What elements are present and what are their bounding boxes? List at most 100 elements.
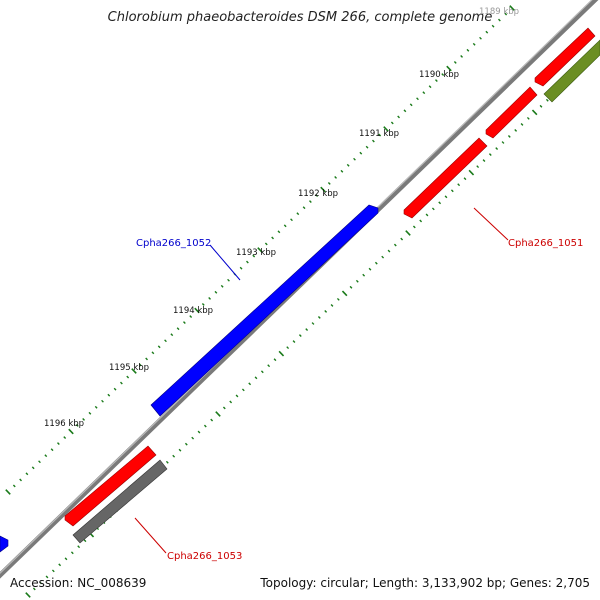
minor-tick [488,153,492,156]
minor-tick [107,393,111,397]
minor-tick [438,201,442,205]
minor-tick [419,219,423,223]
major-tick [383,126,389,132]
minor-tick [371,139,375,143]
gene-cpha266-1051[interactable] [403,137,488,219]
minor-tick [191,436,195,440]
major-tick [25,592,31,598]
minor-tick [126,375,130,379]
accession-text: Accession: NC_008639 [10,576,147,590]
gene-label-cpha266-1052[interactable]: Cpha266_1052 [136,238,211,249]
minor-tick [45,575,49,579]
minor-tick [184,442,188,446]
minor-tick [479,36,482,40]
minor-tick [334,175,338,179]
minor-tick [82,417,86,421]
minor-tick [31,466,35,470]
leader-line-1053 [134,517,167,554]
minor-tick [390,121,394,125]
minor-tick [431,207,435,211]
minor-tick [327,182,331,185]
minor-tick [70,551,74,555]
minor-tick [422,91,426,95]
major-tick [446,65,452,72]
minor-tick [64,557,68,561]
minor-tick [336,297,340,301]
genome-backbone [0,0,599,579]
minor-tick [267,364,271,368]
major-tick [5,489,11,495]
scale-label-1192: 1192 kbp [298,189,338,199]
minor-tick [56,442,60,446]
minor-tick [539,104,543,108]
minor-tick [189,315,193,318]
minor-tick [176,327,180,331]
minor-tick [324,310,328,313]
minor-tick [210,418,214,422]
minor-tick [495,147,499,150]
minor-tick [248,382,252,386]
minor-tick [476,165,480,169]
minor-tick [349,285,353,289]
minor-tick [220,284,224,288]
gene-cpha266-1053[interactable] [72,459,168,544]
minor-tick [472,42,476,46]
minor-tick [504,12,508,16]
minor-tick [50,448,54,452]
minor-tick [38,460,41,464]
minor-tick [526,116,530,120]
minor-tick [101,399,104,403]
minor-tick [164,339,167,343]
gene-blue-edge[interactable] [0,535,9,553]
minor-tick [482,159,486,163]
minor-tick [485,30,489,34]
minor-tick [222,406,226,410]
minor-tick [260,370,264,374]
minor-tick [466,48,470,52]
minor-tick [308,200,312,204]
major-tick [531,109,538,116]
major-tick [341,290,348,297]
genome-summary-text: Topology: circular; Length: 3,133,902 bp… [260,576,590,590]
gene-cpha266-1052[interactable] [150,204,379,417]
minor-tick [75,424,79,427]
scale-label-1193: 1193 kbp [236,248,276,258]
minor-tick [286,346,290,350]
minor-tick [113,387,117,391]
map-title: Chlorobium phaeobacteroides DSM 266, com… [107,10,493,25]
minor-tick [387,249,391,253]
minor-tick [457,183,461,187]
minor-tick [292,340,296,344]
minor-tick [397,115,401,119]
minor-tick [296,212,300,216]
minor-tick [298,334,302,337]
minor-tick [428,85,432,89]
minor-tick [378,133,382,137]
gene-red-upper-2[interactable] [534,27,596,87]
gene-red-lower[interactable] [64,445,157,527]
gene-olive-upper[interactable] [543,39,600,103]
minor-tick [497,18,501,22]
minor-tick [264,242,268,246]
minor-tick [229,400,233,404]
major-tick [131,368,137,374]
leader-line-1052 [209,244,241,281]
minor-tick [507,135,511,138]
major-tick [257,247,263,253]
minor-tick [520,122,524,126]
gene-label-cpha266-1053[interactable]: Cpha266_1053 [167,551,242,562]
minor-tick [252,254,256,258]
gene-red-upper-1[interactable] [485,86,538,139]
gene-label-cpha266-1051[interactable]: Cpha266_1051 [508,238,583,249]
minor-tick [182,321,186,325]
minor-tick [145,357,149,361]
minor-tick [241,388,245,392]
minor-tick [501,141,505,144]
minor-tick [403,109,407,113]
minor-tick [25,472,29,476]
major-tick [405,230,411,236]
scale-label-1190: 1190 kbp [419,70,459,80]
minor-tick [374,261,378,265]
minor-tick [245,260,249,264]
minor-tick [365,145,369,149]
